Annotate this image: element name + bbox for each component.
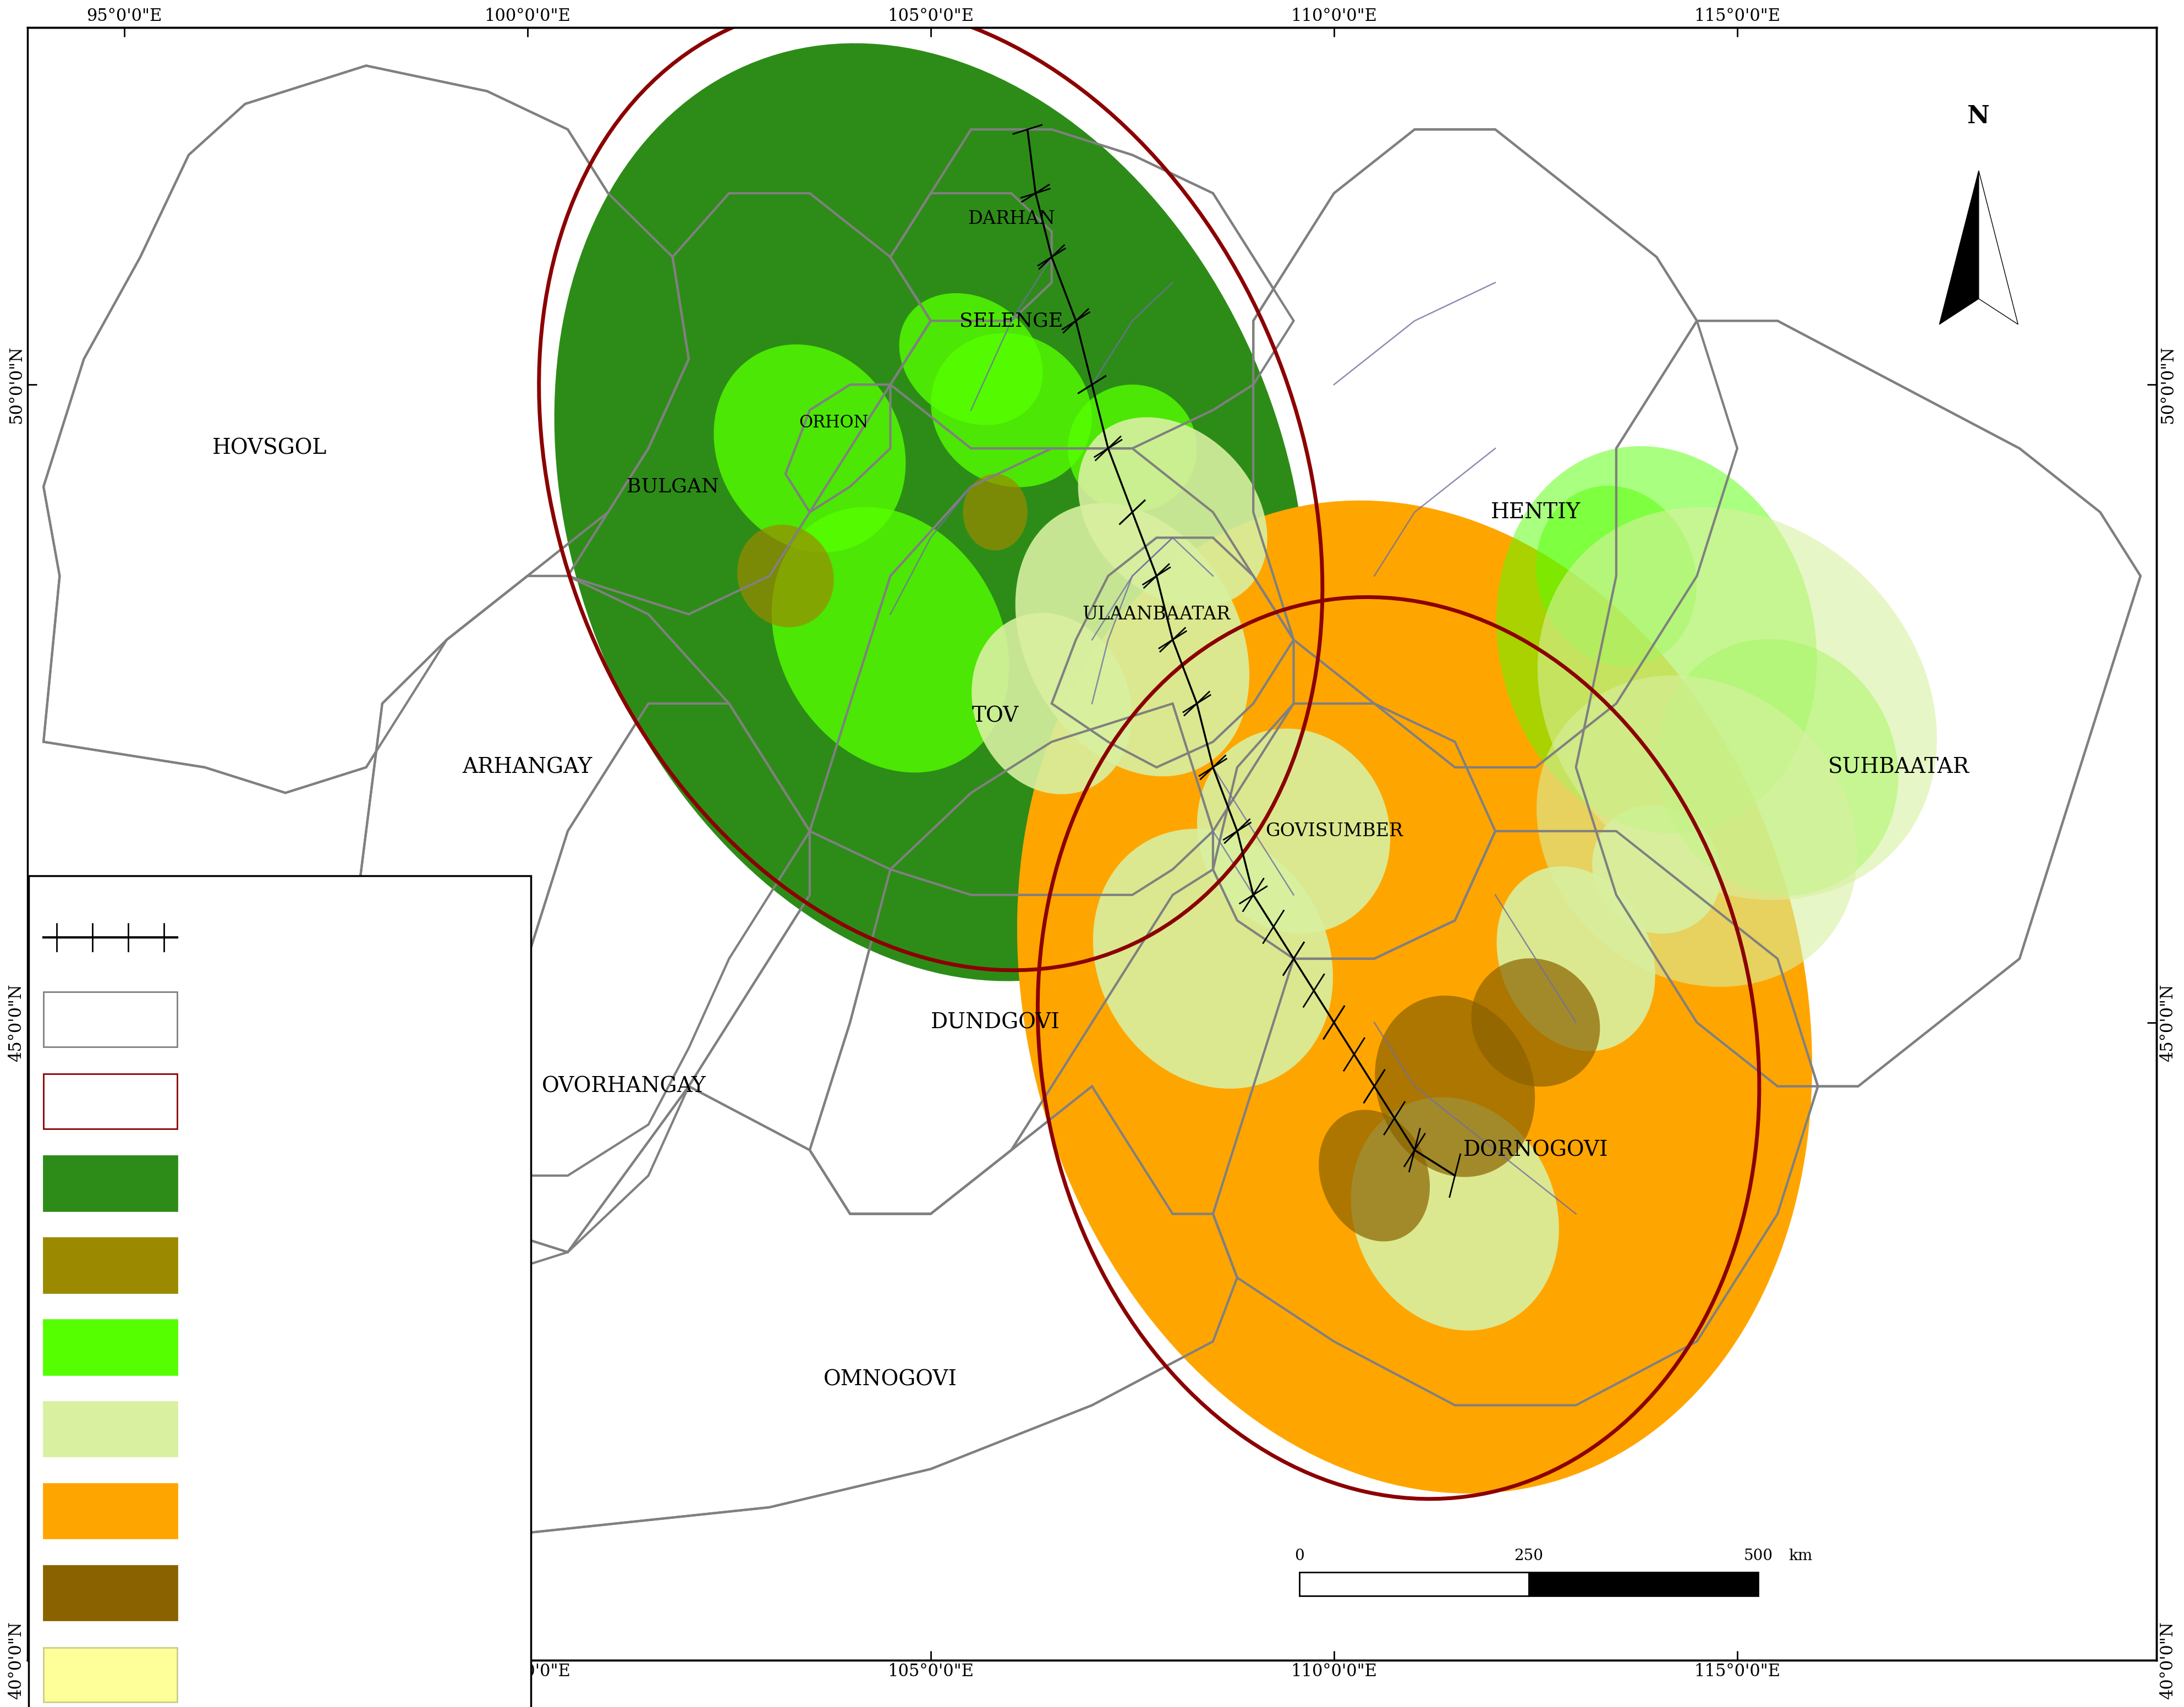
Polygon shape: [1535, 486, 1697, 666]
Text: TOV: TOV: [972, 707, 1018, 727]
Polygon shape: [448, 703, 810, 1277]
Polygon shape: [1068, 384, 1197, 512]
Polygon shape: [1053, 538, 1293, 768]
Polygon shape: [786, 384, 891, 512]
Text: SUHBAATAR: SUHBAATAR: [1828, 758, 1970, 777]
Text: railway: railway: [207, 929, 271, 946]
Text: ARHANGAY: ARHANGAY: [463, 758, 592, 777]
Text: N: N: [1968, 104, 1990, 128]
Polygon shape: [930, 333, 1092, 486]
Text: boundary: boundary: [207, 1011, 288, 1028]
Text: study area: study area: [207, 1092, 297, 1110]
Polygon shape: [891, 193, 1053, 321]
Polygon shape: [1319, 1110, 1431, 1241]
Polygon shape: [900, 294, 1042, 425]
Polygon shape: [963, 475, 1026, 550]
Polygon shape: [810, 703, 1212, 1214]
Polygon shape: [1472, 958, 1601, 1087]
Text: GOVISUMBER: GOVISUMBER: [1265, 823, 1402, 840]
Text: BULGAN: BULGAN: [627, 478, 719, 497]
Text: 250: 250: [1514, 1548, 1544, 1564]
Polygon shape: [1577, 321, 2140, 1086]
Polygon shape: [325, 575, 810, 1176]
Text: 500: 500: [1743, 1548, 1773, 1564]
Polygon shape: [568, 193, 930, 615]
Polygon shape: [1658, 638, 1898, 896]
Polygon shape: [1376, 995, 1535, 1178]
Text: HENTIY: HENTIY: [1492, 502, 1581, 522]
Polygon shape: [1592, 806, 1721, 934]
Polygon shape: [771, 507, 1009, 773]
Polygon shape: [1079, 417, 1267, 608]
Text: DUNDGOVI: DUNDGOVI: [930, 1012, 1059, 1033]
Text: high desertification: high desertification: [207, 1502, 373, 1519]
Polygon shape: [164, 1086, 1236, 1533]
Text: SELENGE: SELENGE: [959, 311, 1064, 329]
Polygon shape: [810, 449, 1293, 894]
Polygon shape: [714, 345, 906, 553]
Polygon shape: [1018, 500, 1813, 1494]
Text: DARHAN: DARHAN: [968, 210, 1055, 227]
Text: OVORHANGAY: OVORHANGAY: [542, 1075, 705, 1096]
Polygon shape: [1538, 507, 1937, 900]
Text: medium desertification: medium desertification: [207, 1420, 406, 1437]
Polygon shape: [1092, 830, 1332, 1089]
Polygon shape: [1496, 446, 1817, 833]
Text: DORNOGOVI: DORNOGOVI: [1463, 1140, 1607, 1161]
Text: withered grass: withered grass: [207, 1256, 334, 1273]
Text: 0: 0: [1295, 1548, 1304, 1564]
Polygon shape: [1212, 703, 1496, 959]
Polygon shape: [1212, 831, 1817, 1405]
Polygon shape: [972, 613, 1131, 794]
Polygon shape: [555, 43, 1306, 982]
Text: HOVSGOL: HOVSGOL: [212, 439, 328, 459]
Text: low desertification: low desertification: [207, 1338, 367, 1355]
Polygon shape: [44, 65, 688, 792]
Text: sand: sand: [207, 1666, 247, 1683]
Polygon shape: [1016, 504, 1249, 777]
Text: severe desertification: severe desertification: [207, 1584, 393, 1601]
Polygon shape: [1538, 676, 1856, 987]
Polygon shape: [891, 130, 1293, 449]
Text: ULAANBAATAR: ULAANBAATAR: [1083, 606, 1230, 623]
Polygon shape: [1254, 130, 1736, 768]
Text: non-desertification: non-desertification: [207, 1174, 369, 1191]
Polygon shape: [738, 524, 834, 626]
Text: OMNOGOVI: OMNOGOVI: [823, 1369, 957, 1389]
Text: ORHON: ORHON: [799, 415, 869, 432]
Polygon shape: [1496, 867, 1655, 1052]
Polygon shape: [1352, 1098, 1559, 1330]
Text: km: km: [1789, 1548, 1813, 1564]
Polygon shape: [1197, 729, 1391, 934]
